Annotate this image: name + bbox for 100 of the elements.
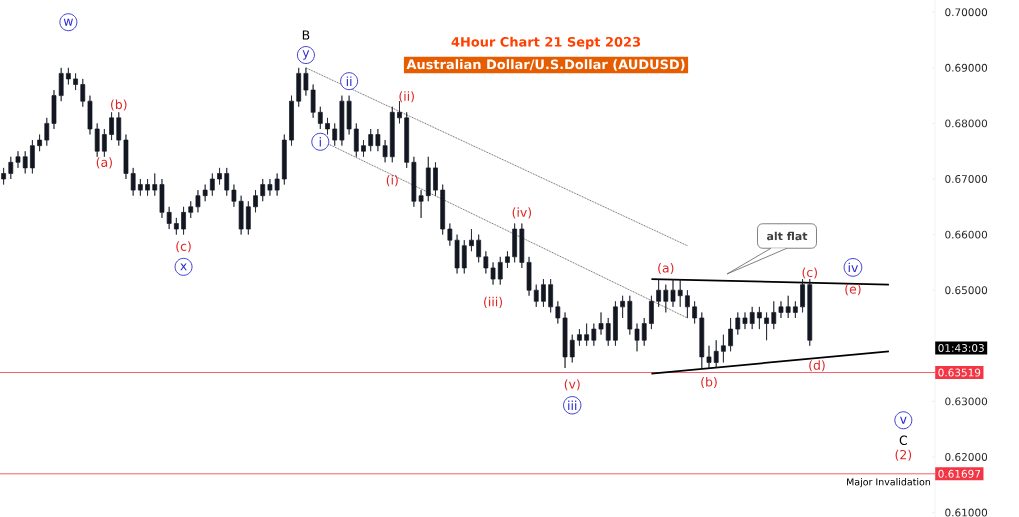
candlestick	[757, 306, 762, 330]
candlestick	[519, 223, 525, 269]
candlestick	[663, 284, 669, 313]
y-tick-label: 0.69000	[945, 63, 988, 72]
candlestick	[1, 167, 6, 185]
candlestick	[51, 89, 57, 130]
y-tick-label: 0.63000	[945, 397, 988, 406]
candlestick	[44, 117, 50, 146]
candlestick	[562, 312, 568, 369]
annotation: (v)	[564, 379, 580, 391]
candlestick	[253, 189, 258, 213]
candlestick	[109, 111, 114, 141]
candlestick	[692, 300, 697, 324]
candlestick	[102, 128, 107, 158]
annotation: C	[899, 435, 908, 445]
candlestick	[670, 278, 676, 308]
candlestick	[152, 173, 158, 197]
candlestick	[713, 339, 719, 369]
candlestick	[404, 111, 410, 169]
candlestick	[490, 262, 496, 285]
candlestick	[598, 312, 604, 336]
candlestick	[217, 167, 222, 185]
annotation: (2)	[895, 449, 912, 461]
candlestick	[8, 156, 14, 180]
annotation: i	[319, 137, 321, 147]
candlestick	[807, 278, 813, 347]
text: Australian Dollar/U.S.Dollar (AUDUSD)	[406, 59, 685, 71]
candlestick	[505, 250, 510, 269]
candlestick	[649, 295, 654, 330]
candlestick	[483, 250, 489, 274]
candlestick	[15, 150, 21, 169]
candlestick	[613, 300, 618, 347]
annotation: y	[302, 50, 310, 60]
y-tick-label: 0.68000	[945, 119, 988, 128]
y-tick-label: 0.61000	[945, 508, 988, 517]
candlestick	[476, 234, 482, 263]
candlestick	[793, 300, 798, 319]
candlestick	[634, 323, 640, 352]
annotation: B	[302, 30, 310, 40]
candlestick	[245, 200, 251, 235]
candlestick	[389, 106, 395, 163]
y-tick-label: 0.62000	[945, 453, 988, 461]
candlestick	[577, 328, 582, 347]
candlestick	[281, 134, 287, 185]
candlestick	[584, 323, 589, 347]
y-tick-label: 0.66000	[945, 230, 988, 239]
candlestick	[706, 345, 712, 369]
candlestick	[181, 206, 186, 235]
text: 01:43:03	[938, 344, 984, 352]
candlestick	[548, 278, 554, 313]
candlestick	[30, 139, 35, 174]
candlestick	[209, 173, 215, 197]
candlestick	[555, 300, 561, 324]
annotation: (a)	[658, 262, 674, 275]
candlestick	[699, 312, 705, 369]
candlestick	[497, 256, 503, 285]
ref-line-label: 0.63519	[938, 368, 981, 377]
candlestick	[533, 284, 539, 308]
candlestick	[526, 256, 532, 297]
annotation: (c)	[176, 241, 191, 253]
candlestick	[310, 84, 316, 119]
candlestick	[433, 161, 438, 197]
annotation: alt flat	[767, 231, 808, 241]
candlestick	[289, 95, 294, 146]
candlestick	[677, 278, 683, 308]
candlestick	[145, 178, 150, 197]
candlestick	[353, 123, 359, 158]
candlestick	[641, 317, 647, 347]
candlestick	[303, 67, 309, 96]
candlestick	[224, 167, 230, 197]
candlestick	[173, 217, 179, 235]
candlestick	[771, 300, 777, 330]
candlestick	[735, 312, 741, 336]
candlestick	[188, 200, 194, 219]
candlestick	[620, 295, 625, 319]
candlestick	[656, 278, 661, 308]
candlestick	[37, 134, 42, 152]
candlestick	[317, 106, 323, 130]
candlestick	[22, 150, 28, 174]
candlestick	[627, 295, 633, 336]
candlestick	[73, 73, 78, 91]
candlestick	[94, 123, 100, 158]
annotation: (i)	[386, 175, 398, 187]
candlestick	[454, 234, 460, 274]
candlestick	[440, 184, 446, 235]
candlestick	[721, 334, 726, 363]
annotation: (iii)	[484, 296, 503, 308]
annotation: Major Invalidation	[847, 478, 931, 488]
annotation: (b)	[111, 99, 127, 111]
candlestick	[461, 239, 467, 274]
candlestick	[591, 323, 597, 347]
annotation: ii	[346, 76, 352, 86]
candlestick	[778, 300, 784, 319]
candlestick	[800, 278, 805, 313]
text: 4Hour Chart 21 Sept 2023	[451, 36, 641, 50]
candlestick	[541, 278, 546, 308]
candlestick	[137, 178, 143, 197]
candlestick	[742, 312, 748, 330]
annotation: (iv)	[512, 207, 532, 219]
annotation: x	[180, 263, 187, 271]
